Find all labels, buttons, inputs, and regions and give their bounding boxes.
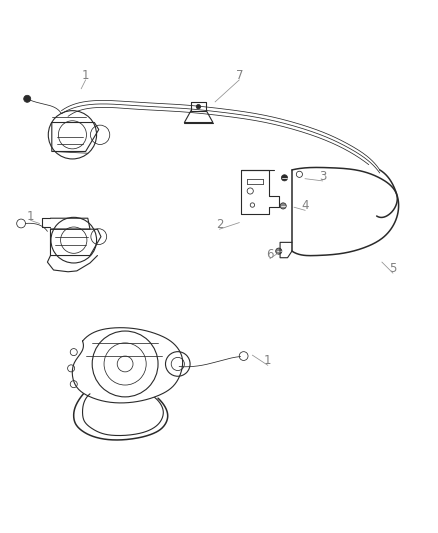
- Text: 2: 2: [215, 219, 223, 231]
- Circle shape: [279, 203, 286, 209]
- Text: 6: 6: [265, 248, 273, 261]
- Circle shape: [275, 248, 281, 254]
- Circle shape: [24, 95, 31, 102]
- Text: 5: 5: [389, 262, 396, 275]
- Text: 3: 3: [318, 170, 325, 183]
- Text: 1: 1: [263, 354, 271, 367]
- Text: 4: 4: [300, 199, 308, 213]
- Text: 7: 7: [235, 69, 243, 82]
- Circle shape: [196, 104, 200, 109]
- Text: 1: 1: [81, 69, 89, 82]
- Circle shape: [281, 175, 287, 181]
- Text: 1: 1: [27, 209, 35, 222]
